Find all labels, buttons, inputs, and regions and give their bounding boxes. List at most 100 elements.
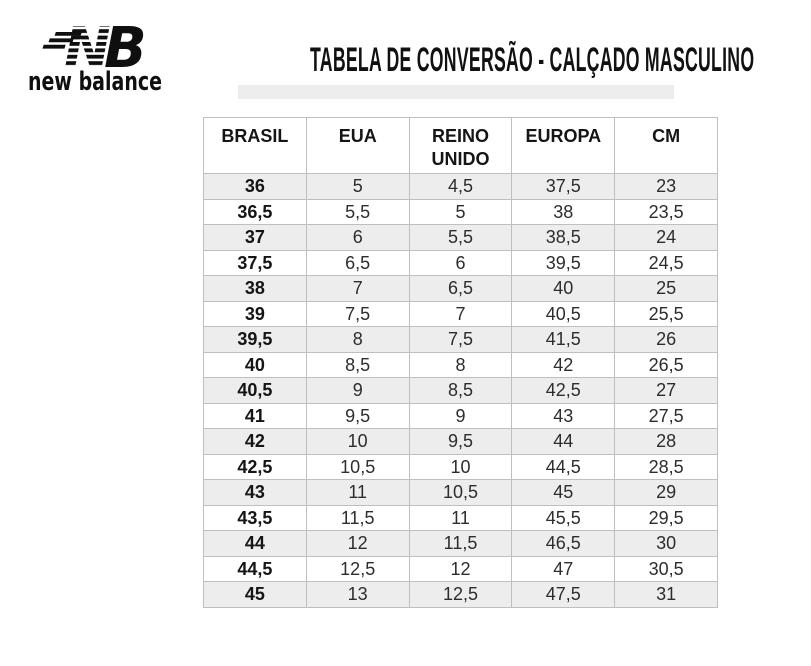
table-cell: 7 [408,300,513,327]
table-cell: 9,5 [305,402,410,429]
table-row: 40 8,5 8 42 26,5 [203,351,718,378]
table-cell: 6,5 [408,275,513,302]
table-cell: 30 [614,530,718,557]
table-cell: 7,5 [408,326,513,353]
column-header-eua: EUA [305,117,410,174]
table-cell: 9,5 [408,428,513,455]
cell-brasil-size: 40 [203,351,307,378]
table-row: 40,5 9 8,5 42,5 27 [203,377,718,404]
cell-brasil-size: 37 [203,224,307,251]
table-row: 36 5 4,5 37,5 23 [203,173,718,200]
table-cell: 27,5 [614,402,718,429]
table-row: 43 11 10,5 45 29 [203,479,718,506]
cell-brasil-size: 39,5 [203,326,307,353]
table-cell: 6 [305,224,410,251]
new-balance-nb-icon: N B new balance [28,16,162,97]
table-cell: 24,5 [614,249,718,276]
table-cell: 10 [305,428,410,455]
table-cell: 29 [614,479,718,506]
table-row: 37 6 5,5 38,5 24 [203,224,718,251]
column-header-europa: EUROPA [511,117,616,174]
cell-brasil-size: 41 [203,402,307,429]
table-cell: 40 [511,275,616,302]
cell-brasil-size: 38 [203,275,307,302]
title-area: TABELA DE CONVERSÃO - CALÇADO MASCULINO [105,43,811,77]
table-cell: 6,5 [305,249,410,276]
table-cell: 42,5 [511,377,616,404]
cell-brasil-size: 36,5 [203,198,307,225]
cell-brasil-size: 36 [203,173,307,200]
table-cell: 45 [511,479,616,506]
table-cell: 39,5 [511,249,616,276]
table-cell: 5 [408,198,513,225]
table-cell: 29,5 [614,504,718,531]
table-cell: 8,5 [305,351,410,378]
table-cell: 11,5 [408,530,513,557]
table-row: 36,5 5,5 5 38 23,5 [203,198,718,225]
table-cell: 6 [408,249,513,276]
table-cell: 10 [408,453,513,480]
table-cell: 47 [511,555,616,582]
table-cell: 9 [305,377,410,404]
column-header-brasil: BRASIL [203,117,307,174]
table-cell: 28,5 [614,453,718,480]
table-cell: 38 [511,198,616,225]
table-cell: 45,5 [511,504,616,531]
table-cell: 12,5 [305,555,410,582]
table-row: 43,5 11,5 11 45,5 29,5 [203,504,718,531]
table-row: 41 9,5 9 43 27,5 [203,402,718,429]
table-cell: 44,5 [511,453,616,480]
table-cell: 5 [305,173,410,200]
title-underline-bar [238,85,674,99]
logo-letter-n: N [64,16,111,81]
table-cell: 5,5 [305,198,410,225]
table-cell: 10,5 [408,479,513,506]
table-cell: 11,5 [305,504,410,531]
cell-brasil-size: 44,5 [203,555,307,582]
table-cell: 12,5 [408,581,513,608]
table-cell: 12 [305,530,410,557]
cell-brasil-size: 43,5 [203,504,307,531]
table-cell: 7 [305,275,410,302]
table-row: 44 12 11,5 46,5 30 [203,530,718,557]
table-cell: 26 [614,326,718,353]
conversion-table: BRASIL EUA REINO UNIDO EUROPA CM 36 5 4,5 3… [203,117,718,608]
cell-brasil-size: 43 [203,479,307,506]
table-cell: 37,5 [511,173,616,200]
logo-letter-b: B [104,16,147,81]
table-cell: 7,5 [305,300,410,327]
table-cell: 30,5 [614,555,718,582]
table-cell: 26,5 [614,351,718,378]
table-row: 37,5 6,5 6 39,5 24,5 [203,249,718,276]
table-row: 38 7 6,5 40 25 [203,275,718,302]
table-cell: 28 [614,428,718,455]
new-balance-logo: N B new balance [20,10,190,102]
table-cell: 23,5 [614,198,718,225]
table-cell: 11 [408,504,513,531]
brand-wordmark: new balance [28,67,162,97]
table-cell: 8 [305,326,410,353]
table-cell: 5,5 [408,224,513,251]
table-row: 45 13 12,5 47,5 31 [203,581,718,608]
table-row: 42 10 9,5 44 28 [203,428,718,455]
table-cell: 8,5 [408,377,513,404]
table-cell: 38,5 [511,224,616,251]
table-header-row: BRASIL EUA REINO UNIDO EUROPA CM [203,117,718,174]
cell-brasil-size: 44 [203,530,307,557]
cell-brasil-size: 42,5 [203,453,307,480]
page-title: TABELA DE CONVERSÃO - CALÇADO MASCULINO [310,41,755,79]
table-cell: 43 [511,402,616,429]
table-cell: 11 [305,479,410,506]
table-cell: 46,5 [511,530,616,557]
table-row: 44,5 12,5 12 47 30,5 [203,555,718,582]
table-cell: 24 [614,224,718,251]
column-header-reino-unido: REINO UNIDO [408,117,513,174]
table-cell: 25 [614,275,718,302]
table-cell: 47,5 [511,581,616,608]
table-cell: 23 [614,173,718,200]
column-header-cm: CM [614,117,718,174]
table-cell: 27 [614,377,718,404]
table-cell: 40,5 [511,300,616,327]
table-cell: 12 [408,555,513,582]
table-cell: 9 [408,402,513,429]
